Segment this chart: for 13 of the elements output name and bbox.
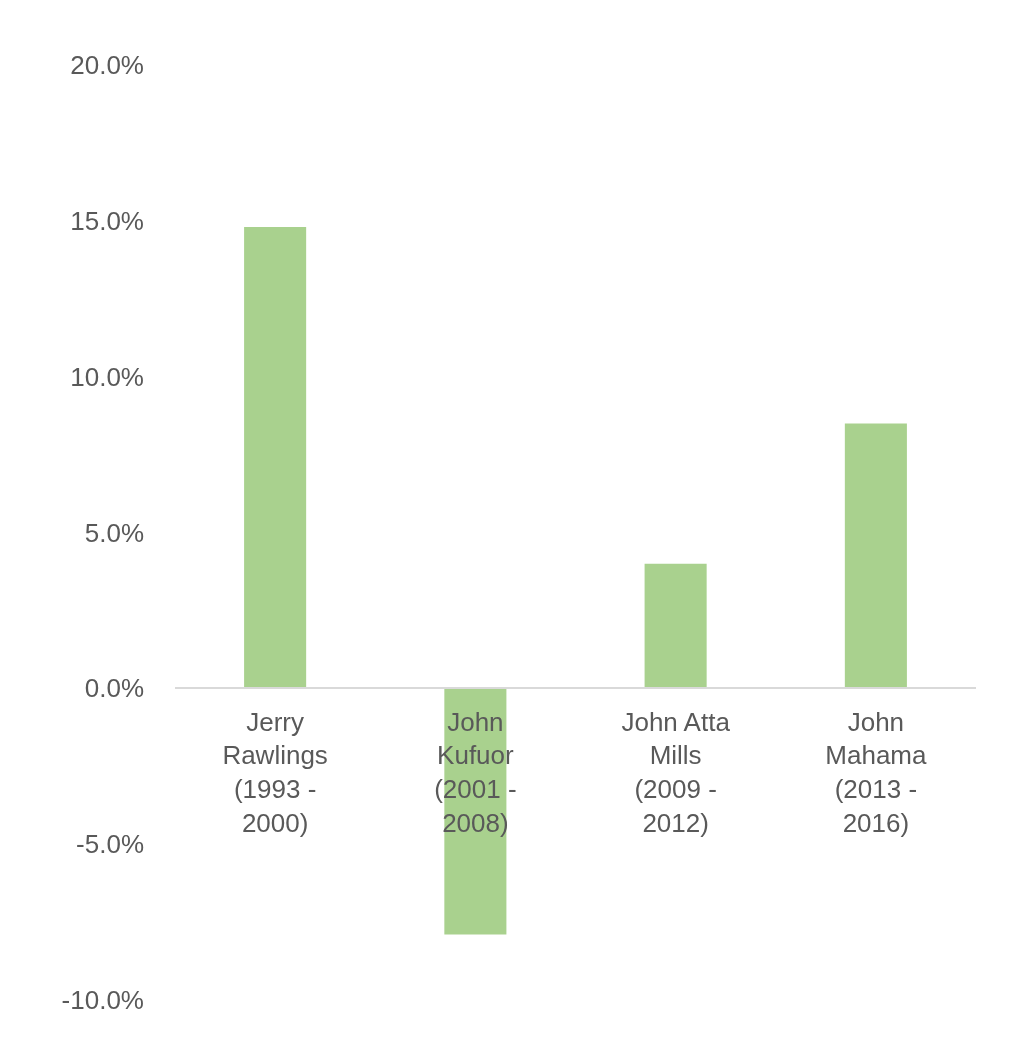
bar — [244, 227, 307, 689]
y-tick-label: 20.0% — [70, 50, 144, 81]
y-tick-label: -10.0% — [61, 985, 144, 1016]
y-tick-label: 5.0% — [84, 517, 144, 548]
bar — [844, 423, 907, 689]
y-tick-label: -5.0% — [76, 829, 144, 860]
y-tick-label: 0.0% — [84, 673, 144, 704]
y-tick-label: 10.0% — [70, 361, 144, 392]
x-tick-label: John Mahama (2013 - 2016) — [825, 706, 927, 838]
y-tick-label: 15.0% — [70, 205, 144, 236]
x-tick-label: Jerry Rawlings (1993 - 2000) — [222, 706, 328, 838]
x-tick-label: John Atta Mills (2009 - 2012) — [621, 706, 731, 838]
bar — [644, 563, 707, 689]
